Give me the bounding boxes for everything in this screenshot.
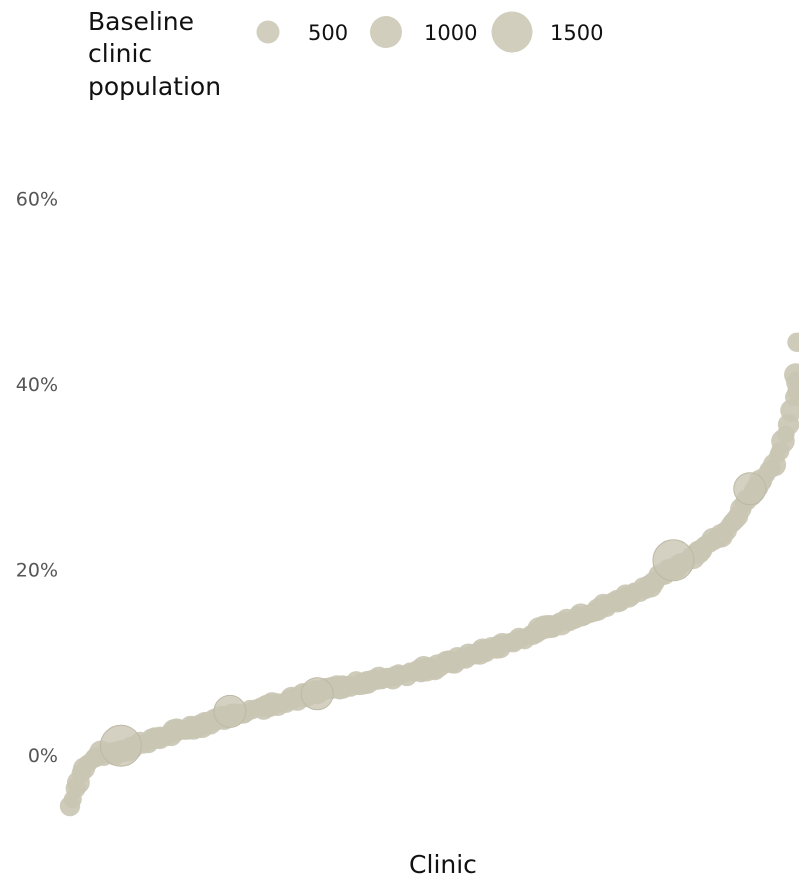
y-tick-label: 40% [16, 374, 58, 396]
legend-title-line-3: population [88, 72, 221, 101]
y-tick-label: 0% [28, 745, 58, 767]
legend-entry-label: 1500 [550, 21, 603, 45]
x-axis-title: Clinic [409, 850, 477, 878]
y-axis: 0% 20% 40% 60% [16, 189, 58, 768]
y-tick-label: 60% [16, 189, 58, 211]
legend-entry-label: 1000 [424, 21, 477, 45]
legend-entry-label: 500 [308, 21, 348, 45]
legend-size-marker [491, 11, 533, 53]
legend-title-line-1: Baseline [88, 7, 194, 36]
data-point [787, 332, 799, 352]
legend-size-marker [256, 20, 280, 44]
legend: Baseline clinic population 500 1000 1500 [88, 7, 603, 101]
data-point-large [213, 694, 247, 728]
legend-title-line-2: clinic [88, 39, 152, 68]
legend-entries: 500 1000 1500 [256, 11, 603, 53]
y-tick-label: 20% [16, 560, 58, 582]
legend-size-marker [370, 16, 402, 48]
data-point-large [652, 539, 695, 582]
data-point-large [733, 472, 767, 506]
data-point [787, 381, 799, 402]
data-point [784, 363, 799, 387]
data-point-large [99, 724, 142, 767]
data-point-large [300, 677, 334, 711]
data-points [59, 332, 799, 817]
